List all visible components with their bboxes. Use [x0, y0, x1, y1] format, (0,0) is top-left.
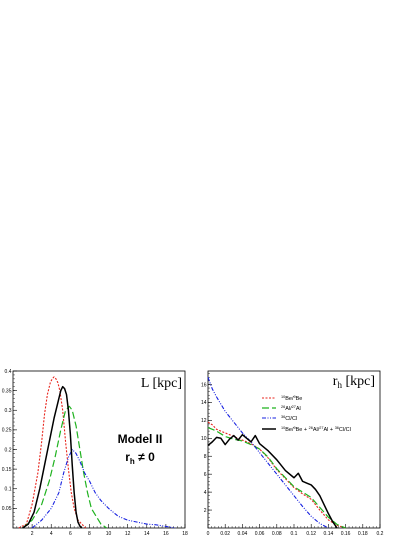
legend-label-combined: 10Be/9Be + 26Al/27Al + 36Cl/Cl: [281, 426, 351, 433]
model-label: Model II: [118, 432, 163, 446]
x-tick-label-l-8: 18: [182, 531, 188, 537]
y-tick-label-rh-4: 10: [201, 436, 207, 442]
series-line-rh-3: [207, 433, 338, 529]
x-tick-label-l-5: 12: [125, 531, 131, 537]
model-condition-r: r: [125, 450, 130, 464]
curves-left: [18, 376, 176, 529]
series-line-rh-2: [207, 377, 329, 529]
x-tick-label-l-0: 2: [31, 531, 34, 537]
x-tick-label-rh-2: 0.04: [238, 531, 248, 537]
x-tick-label-rh-1: 0.02: [220, 531, 230, 537]
model-condition-rest: ≠ 0: [135, 450, 155, 464]
x-tick-label-rh-7: 0.14: [324, 531, 334, 537]
x-tick-label-l-7: 16: [163, 531, 169, 537]
series-line-l-3: [22, 385, 83, 529]
legend: 10Be/9Be 26Al/27Al 36Cl/Cl 10Be/9Be + 26…: [262, 395, 351, 433]
x-tick-label-rh-4: 0.08: [272, 531, 282, 537]
y-tick-label-l-3: 0.2: [5, 447, 12, 453]
x-tick-label-l-1: 4: [50, 531, 53, 537]
y-tick-label-rh-7: 16: [201, 382, 207, 388]
y-tick-label-l-1: 0.1: [5, 487, 12, 493]
y-tick-label-rh-0: 2: [204, 508, 207, 514]
x-tick-label-rh-0: 0: [207, 531, 210, 537]
x-tick-label-rh-9: 0.18: [358, 531, 368, 537]
legend-label-be: 10Be/9Be: [281, 395, 302, 402]
panel-rh-distribution: 0 0.02 0.04 0.06 0.08 0.1 0.12 0.14 0.16 0.18 0.2 2…: [201, 370, 384, 537]
y-tick-label-rh-6: 14: [201, 400, 207, 406]
y-tick-label-rh-3: 8: [204, 454, 207, 460]
curves-right: [207, 377, 346, 529]
y-tick-label-l-4: 0.25: [2, 428, 12, 434]
legend-label-al: 26Al/27Al: [281, 405, 301, 412]
panel-title-rh: rh [kpc]: [333, 374, 375, 390]
y-tick-label-rh-2: 6: [204, 472, 207, 478]
x-tick-label-rh-10: 0.2: [377, 531, 384, 537]
series-line-l-1: [22, 405, 107, 529]
y-tick-label-l-2: 0.15: [2, 467, 12, 473]
model-condition-sub: h: [130, 457, 135, 466]
y-tick-label-l-6: 0.35: [2, 388, 12, 394]
panel-l-distribution: 2 4 6 8 10 12 14 16 18 0.05 0.1 0.15 0.2 0.25 0.3 0.35 0…: [2, 369, 188, 537]
x-tick-label-l-4: 10: [106, 531, 112, 537]
panel-title-l: L [kpc]: [141, 376, 182, 391]
series-line-l-2: [31, 448, 176, 529]
axis-ticks-right: 0 0.02 0.04 0.06 0.08 0.1 0.12 0.14 0.16 0.18 0.2 2…: [201, 373, 384, 537]
x-tick-label-l-3: 8: [88, 531, 91, 537]
legend-label-cl: 36Cl/Cl: [281, 415, 297, 422]
x-tick-label-l-6: 14: [144, 531, 150, 537]
axis-ticks-left: 2 4 6 8 10 12 14 16 18 0.05 0.1 0.15 0.2 0.25 0.3 0.35 0…: [2, 369, 188, 537]
x-tick-label-rh-5: 0.1: [291, 531, 298, 537]
x-tick-label-l-2: 6: [69, 531, 72, 537]
y-tick-label-l-5: 0.3: [5, 408, 12, 414]
x-tick-label-rh-3: 0.06: [255, 531, 265, 537]
y-tick-label-rh-1: 4: [204, 490, 207, 496]
y-tick-label-l-0: 0.05: [2, 506, 12, 512]
model-condition: rh ≠ 0: [125, 450, 155, 466]
x-tick-label-rh-8: 0.16: [341, 531, 351, 537]
x-tick-label-rh-6: 0.12: [306, 531, 316, 537]
series-line-l-0: [18, 376, 87, 529]
series-line-rh-0: [207, 421, 346, 529]
y-tick-label-rh-5: 12: [201, 418, 207, 424]
y-tick-label-l-7: 0.4: [5, 369, 12, 375]
